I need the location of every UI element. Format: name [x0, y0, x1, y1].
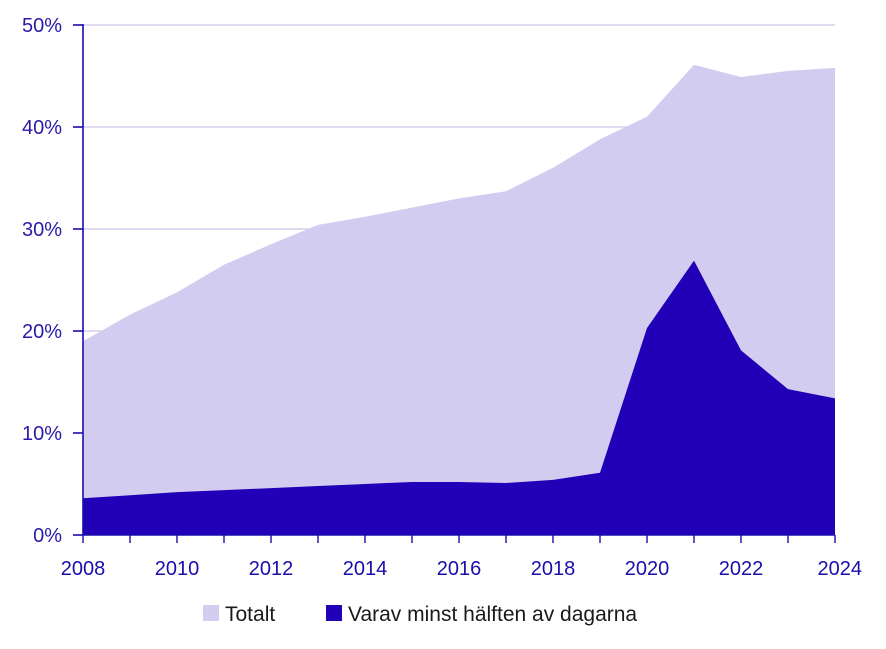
legend-label-totalt: Totalt: [225, 603, 275, 626]
x-tick-label-2014: 2014: [343, 558, 388, 580]
y-tick-label-1: 10%: [22, 423, 62, 445]
x-tick-label-2022: 2022: [719, 558, 764, 580]
x-axis-tick-labels: 2008 2010 2012 2014 2016 2018 2020 2022 2024: [61, 558, 862, 580]
x-tick-label-2010: 2010: [155, 558, 200, 580]
x-tick-label-2016: 2016: [437, 558, 482, 580]
chart-areas: [83, 64, 835, 535]
y-axis-tick-labels: 0% 10% 20% 30% 40% 50%: [22, 15, 62, 547]
x-tick-label-2012: 2012: [249, 558, 294, 580]
y-tick-label-2: 20%: [22, 321, 62, 343]
legend-swatch-varav: [326, 605, 342, 621]
y-tick-label-3: 30%: [22, 219, 62, 241]
x-tick-label-2024: 2024: [818, 558, 863, 580]
x-tick-label-2020: 2020: [625, 558, 670, 580]
y-tick-label-4: 40%: [22, 117, 62, 139]
area-series-1: [83, 260, 835, 535]
y-tick-label-0: 0%: [33, 525, 62, 547]
y-tick-label-5: 50%: [22, 15, 62, 37]
legend: Totalt Varav minst hälften av dagarna: [203, 603, 637, 626]
x-tick-label-2018: 2018: [531, 558, 576, 580]
x-tick-label-2008: 2008: [61, 558, 106, 580]
legend-label-varav: Varav minst hälften av dagarna: [348, 603, 637, 626]
legend-swatch-totalt: [203, 605, 219, 621]
axes: [73, 24, 836, 543]
